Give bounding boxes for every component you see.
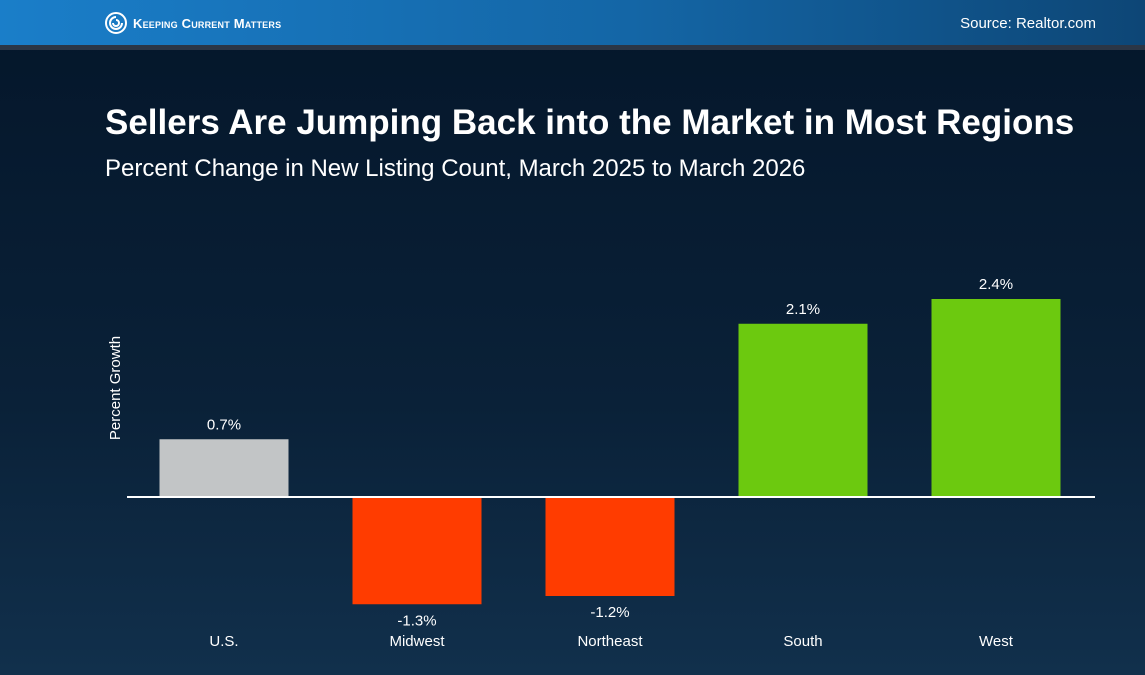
x-tick-label: South (783, 633, 822, 650)
brand-name: Keeping Current Matters (133, 15, 282, 31)
y-axis-label: Percent Growth (107, 336, 124, 440)
bar-west (931, 299, 1061, 497)
data-label: 2.4% (979, 276, 1013, 293)
labels-layer: 0.7% U.S. -1.3% Midwest -1.2% Northeast 2.1% So… (207, 276, 1014, 650)
data-label: -1.3% (397, 612, 436, 629)
brand: Keeping Current Matters (105, 11, 281, 35)
kcm-swirl-logo-icon (105, 12, 127, 34)
data-label: 2.1% (786, 301, 820, 318)
bar-south (738, 323, 868, 497)
x-tick-label: U.S. (209, 633, 238, 650)
bar-u-s (159, 439, 289, 497)
header-bar (0, 0, 1145, 45)
bars-layer (159, 299, 1061, 605)
x-tick-label: Northeast (577, 633, 643, 650)
bar-midwest (352, 497, 482, 605)
data-label: -1.2% (590, 604, 629, 621)
chart-subtitle: Percent Change in New Listing Count, Mar… (105, 155, 806, 182)
chart-title: Sellers Are Jumping Back into the Market… (105, 103, 1075, 142)
source-text: Source: Realtor.com (960, 15, 1096, 32)
data-label: 0.7% (207, 416, 241, 433)
x-tick-label: Midwest (389, 633, 445, 650)
x-tick-label: West (979, 633, 1014, 650)
bar-northeast (545, 497, 675, 596)
header-divider (0, 45, 1145, 50)
